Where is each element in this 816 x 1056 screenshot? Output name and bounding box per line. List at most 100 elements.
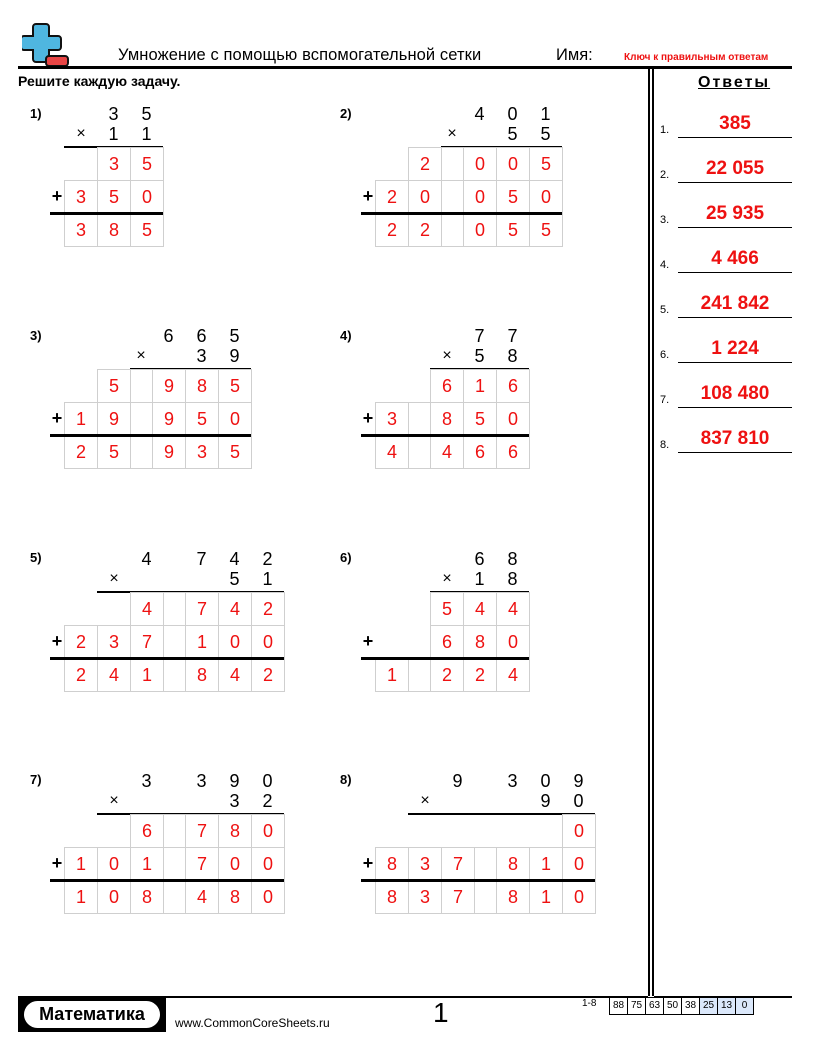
grid-cell: 4 [375, 435, 409, 469]
grid-cell: 5 [529, 213, 563, 247]
grid-cell: 0 [218, 847, 252, 881]
grid-cell: 5 [218, 369, 252, 403]
grid-cell [441, 180, 464, 214]
grid-cell: 0 [529, 180, 563, 214]
brand-label: Математика [24, 1001, 160, 1028]
grid-cell: 0 [218, 625, 252, 659]
grid-cell: 2 [64, 435, 98, 469]
grid-cell: 6 [430, 369, 464, 403]
score-cell: 25 [699, 998, 718, 1015]
score-cell: 88 [609, 998, 628, 1015]
multiplicand-digit: 6 [163, 326, 174, 346]
grid-cell: 0 [97, 880, 131, 914]
grid-cell: 0 [496, 147, 530, 181]
grid-cell: 3 [64, 213, 98, 247]
multiplier-digit: 1 [108, 124, 119, 144]
sum-rule [361, 879, 595, 882]
score-cell: 75 [627, 998, 646, 1015]
plus-sign: + [51, 853, 63, 873]
grid-cell: 9 [152, 369, 186, 403]
answer-row: 5. 241 842 [660, 290, 792, 318]
grid-cell: 5 [218, 435, 252, 469]
answer-row: 4. 4 466 [660, 245, 792, 273]
grid-cell: 6 [496, 435, 530, 469]
grid-cell: 3 [408, 847, 442, 881]
multiplicand-digit: 9 [573, 771, 584, 791]
times-sign: × [109, 792, 119, 809]
answer-value: 837 810 [700, 428, 770, 449]
grid-cell: 8 [430, 402, 464, 436]
grid-cell: 1 [130, 658, 164, 692]
multiplier-digit: 2 [262, 791, 273, 811]
multiply-rule [441, 146, 562, 148]
problem-number: 7) [30, 772, 42, 787]
times-sign: × [109, 570, 119, 587]
grid-cell [163, 592, 186, 626]
problem-number: 4) [340, 328, 352, 343]
multiplicand-digit: 4 [141, 549, 152, 569]
multiply-rule [97, 813, 284, 815]
grid-cell [130, 435, 153, 469]
sum-rule [50, 879, 284, 882]
grid-cell: 1 [463, 369, 497, 403]
sum-rule [50, 434, 251, 437]
grid-cell: 1 [130, 847, 164, 881]
multiplicand-digit: 3 [141, 771, 152, 791]
grid-cell: 2 [408, 213, 442, 247]
multiplicand-digit: 4 [474, 104, 485, 124]
plus-sign: + [51, 408, 63, 428]
answer-value: 22 055 [705, 158, 765, 179]
multiplier-digit: 9 [540, 791, 551, 811]
grid-cell: 5 [97, 369, 131, 403]
grid-cell: 1 [375, 658, 409, 692]
grid-cell: 2 [64, 625, 98, 659]
grid-cell: 1 [64, 847, 98, 881]
multiplicand-digit: 2 [262, 549, 273, 569]
grid-cell [130, 369, 153, 403]
multiply-rule [408, 813, 595, 815]
multiply-rule [430, 368, 529, 370]
multiply-rule [130, 368, 251, 370]
grid-cell: 5 [463, 402, 497, 436]
score-cell: 63 [645, 998, 664, 1015]
answer-row: 1. 385 [660, 110, 792, 138]
multiplier-digit: 1 [474, 569, 485, 589]
multiplier-digit: 5 [229, 569, 240, 589]
logo-plus-minus-icon [22, 23, 69, 67]
grid-cell: 0 [97, 847, 131, 881]
score-cell: 0 [735, 998, 754, 1015]
footer-rule [18, 996, 648, 998]
multiplicand-digit: 0 [540, 771, 551, 791]
grid-cell: 5 [130, 213, 164, 247]
grid-cell [441, 213, 464, 247]
multiply-rule [430, 591, 529, 593]
answer-value: 385 [719, 113, 751, 134]
grid-cell: 0 [496, 402, 530, 436]
grid-cell: 5 [496, 213, 530, 247]
grid-cell: 2 [430, 658, 464, 692]
plus-sign: + [51, 631, 63, 651]
grid-cell: 3 [97, 625, 131, 659]
multiplicand-digit: 7 [507, 326, 518, 346]
sum-rule [50, 657, 284, 660]
multiplier-digit: 9 [229, 346, 240, 366]
grid-cell: 8 [130, 880, 164, 914]
times-sign: × [442, 347, 452, 364]
problem-number: 8) [340, 772, 352, 787]
plus-sign: + [362, 853, 374, 873]
answers-title: Ответы [698, 74, 771, 91]
grid-cell: 0 [463, 180, 497, 214]
grid-cell: 8 [185, 369, 219, 403]
problem-number: 2) [340, 106, 352, 121]
times-sign: × [136, 347, 146, 364]
multiplicand-digit: 7 [196, 549, 207, 569]
answer-column-divider [652, 66, 654, 996]
multiplicand-digit: 9 [452, 771, 463, 791]
multiplier-digit: 5 [540, 124, 551, 144]
multiplicand-digit: 7 [474, 326, 485, 346]
grid-cell: 9 [152, 402, 186, 436]
grid-cell: 2 [251, 658, 285, 692]
answer-number: 2. [660, 169, 670, 181]
plus-sign: + [51, 186, 63, 206]
grid-cell: 1 [529, 880, 563, 914]
